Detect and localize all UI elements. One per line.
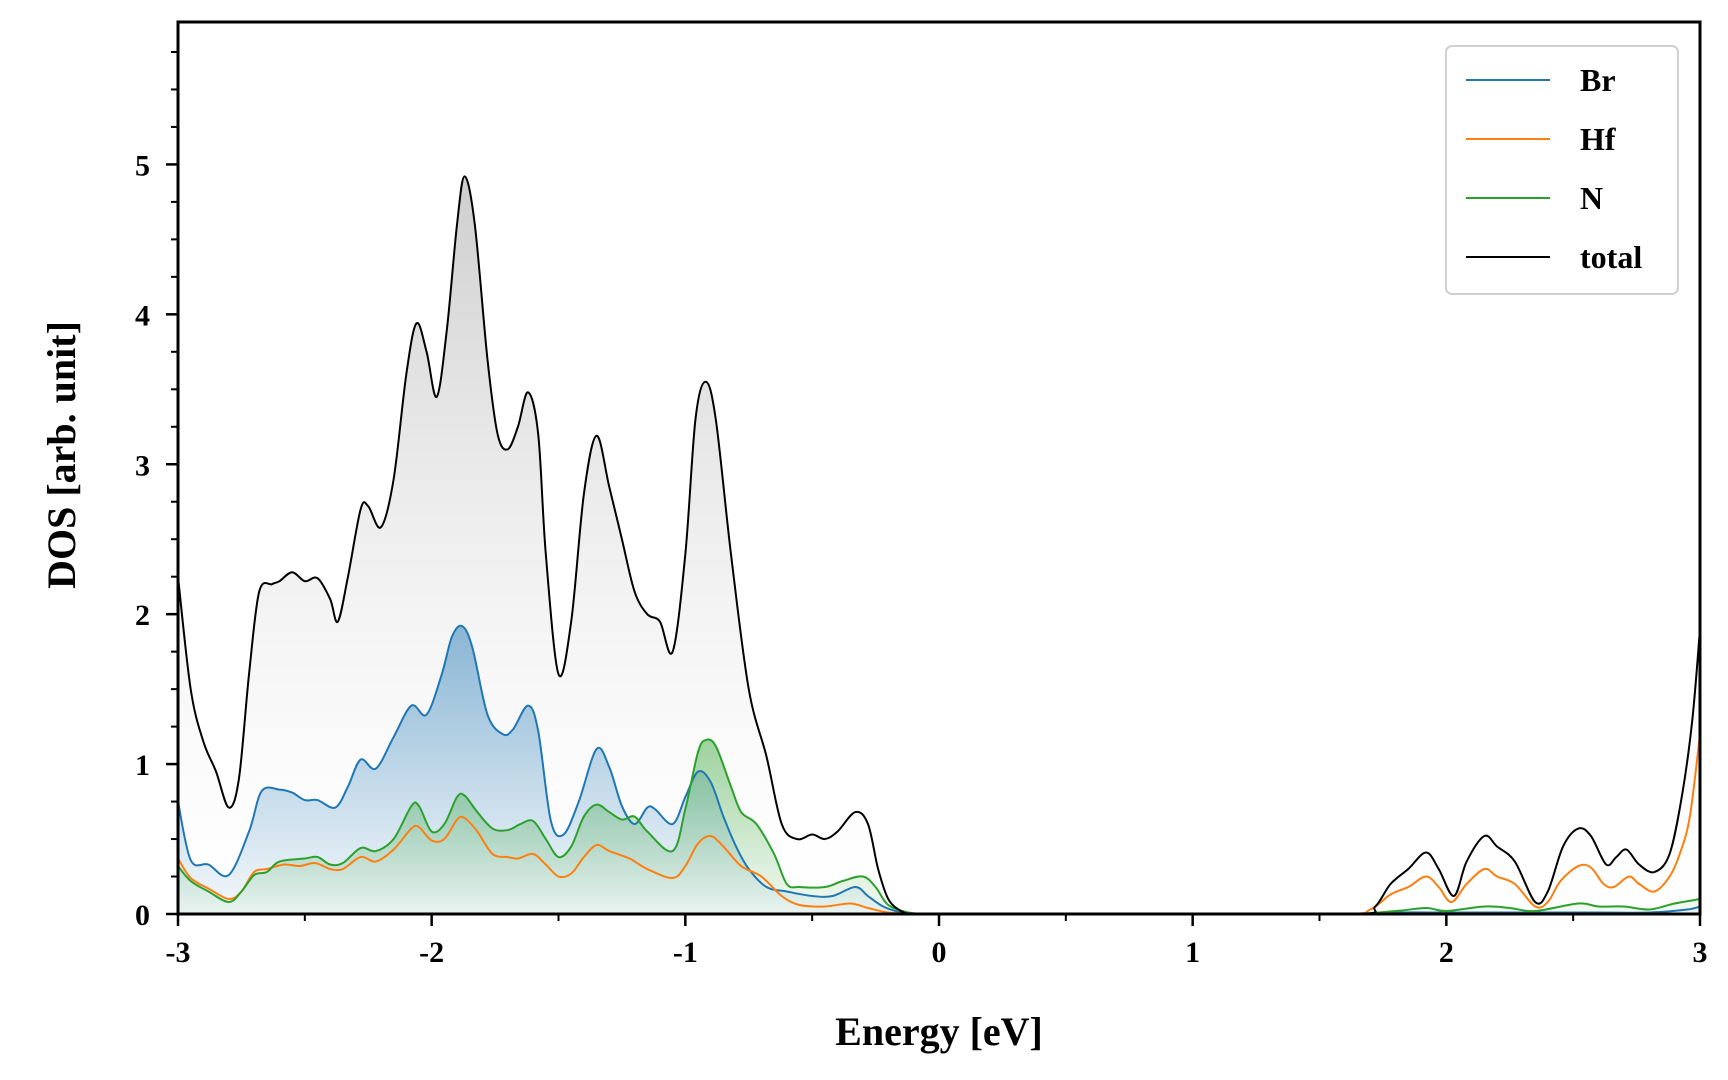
series-line-n xyxy=(177,738,1701,916)
legend-box xyxy=(1445,45,1679,295)
y-tick-label: 5 xyxy=(135,149,150,182)
area-fill-n xyxy=(178,739,1700,914)
series-line-hf xyxy=(177,733,1701,916)
axis-tick-labels: -3 -2 -1 0 1 2 3 0 1 2 3 4 5 xyxy=(135,149,1708,969)
x-tick-label: -3 xyxy=(166,936,191,969)
x-tick-label: -1 xyxy=(673,936,698,969)
y-axis-title: DOS [arb. unit] xyxy=(39,321,84,589)
legend-label-total: total xyxy=(1580,239,1642,275)
area-fill-br xyxy=(178,625,1700,914)
legend-label-br: Br xyxy=(1580,62,1616,98)
y-tick-label: 1 xyxy=(135,749,150,782)
y-tick-label: 0 xyxy=(135,899,150,932)
legend-label-hf: Hf xyxy=(1580,121,1616,157)
y-tick-label: 2 xyxy=(135,599,150,632)
x-axis-title: Energy [eV] xyxy=(835,1009,1043,1054)
axis-ticks xyxy=(166,50,1702,926)
x-tick-label: -2 xyxy=(419,936,444,969)
y-tick-label: 3 xyxy=(135,449,150,482)
y-tick-label: 4 xyxy=(135,299,150,332)
area-fills xyxy=(178,176,1700,914)
legend-label-n: N xyxy=(1580,180,1603,216)
area-fill-total xyxy=(178,176,1700,914)
x-tick-label: 1 xyxy=(1185,936,1200,969)
x-tick-label: 0 xyxy=(932,936,947,969)
x-tick-label: 3 xyxy=(1693,936,1708,969)
series-line-total xyxy=(177,175,1701,916)
x-tick-label: 2 xyxy=(1439,936,1454,969)
